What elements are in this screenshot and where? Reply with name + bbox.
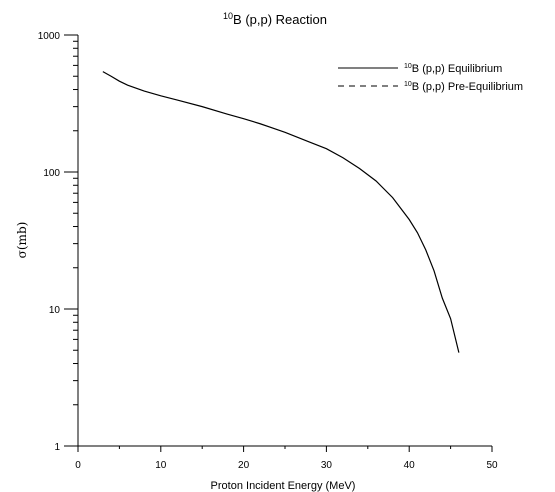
chart-title: 10B (p,p) Reaction	[223, 11, 327, 27]
x-tick-label: 0	[75, 460, 81, 471]
legend-label-pre-equilibrium: 10B (p,p) Pre-Equilibrium	[404, 81, 523, 93]
legend-label-equilibrium: 10B (p,p) Equilibrium	[404, 63, 502, 75]
chart-title-text: B (p,p) Reaction	[233, 12, 327, 27]
legend-label-pre-equilibrium-text: B (p,p) Pre-Equilibrium	[412, 81, 523, 93]
legend-label-equilibrium-superscript: 10	[404, 63, 412, 70]
legend: 10B (p,p) Equilibrium 10B (p,p) Pre-Equi…	[338, 63, 523, 93]
series-group	[102, 71, 460, 353]
x-tick-label: 50	[486, 460, 498, 471]
x-tick-label: 10	[155, 460, 167, 471]
y-tick-label: 100	[43, 168, 60, 179]
y-tick-label: 1	[54, 442, 60, 453]
series-line-equilibrium	[102, 71, 460, 353]
x-tick-label: 20	[238, 460, 250, 471]
y-axis-label: σ(mb)	[15, 222, 29, 259]
y-ticks: 1 10 100 1000	[38, 31, 78, 453]
y-tick-label: 10	[49, 305, 61, 316]
legend-label-equilibrium-text: B (p,p) Equilibrium	[412, 63, 502, 75]
y-tick-label: 1000	[38, 31, 61, 42]
chart-title-superscript: 10	[223, 11, 233, 21]
legend-label-pre-equilibrium-superscript: 10	[404, 81, 412, 88]
x-tick-label: 30	[321, 460, 333, 471]
x-axis-label: Proton Incident Energy (MeV)	[211, 480, 356, 492]
x-tick-label: 40	[404, 460, 416, 471]
x-ticks: 0 10 20 30 40 50	[75, 446, 498, 471]
